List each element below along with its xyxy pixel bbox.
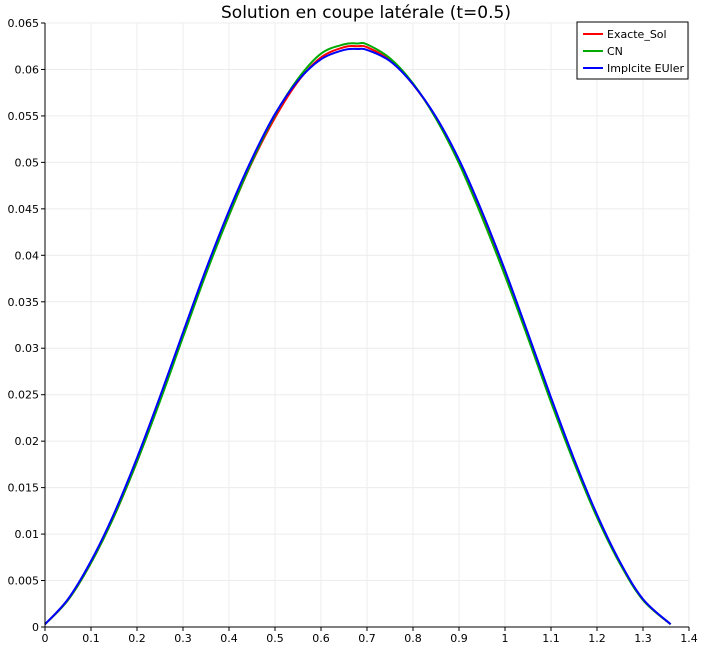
x-tick-label: 1.4 [680, 632, 698, 645]
series-layer [44, 41, 672, 625]
y-tick-label: 0.005 [8, 575, 40, 588]
y-tick-label: 0.055 [8, 110, 40, 123]
y-tick-label: 0.06 [15, 63, 40, 76]
y-tick-label: 0.03 [15, 342, 40, 355]
x-tick-label: 1.3 [634, 632, 652, 645]
x-tick-label: 1.1 [542, 632, 560, 645]
x-tick-label: 0.2 [128, 632, 146, 645]
x-tick-label: 0.9 [450, 632, 468, 645]
x-tick-label: 0.4 [220, 632, 238, 645]
series-line-implcite-euler [44, 47, 672, 625]
y-tick-label: 0.015 [8, 482, 40, 495]
legend-label-cn: CN [607, 45, 623, 58]
y-tick-label: 0.05 [15, 156, 40, 169]
legend-items: Exacte_Sol CN Implcite EUler [583, 28, 685, 75]
x-tick-label: 0.7 [358, 632, 376, 645]
x-tick-label: 1.2 [588, 632, 606, 645]
x-tick-label: 0.1 [82, 632, 100, 645]
x-tick-label: 0.5 [266, 632, 284, 645]
y-tick-label: 0.025 [8, 389, 40, 402]
y-tick-label: 0.02 [15, 435, 40, 448]
x-tick-label: 0.6 [312, 632, 330, 645]
y-tick-label: 0 [32, 621, 39, 634]
x-tick-label: 0 [42, 632, 49, 645]
legend-label-implcite-euler: Implcite EUler [607, 62, 685, 75]
y-tick-label: 0.035 [8, 296, 40, 309]
legend-label-exacte-sol: Exacte_Sol [607, 28, 667, 41]
x-tick-label: 0.3 [174, 632, 192, 645]
series-line-cn [44, 41, 672, 625]
legend: Exacte_Sol CN Implcite EUler [576, 21, 689, 80]
chart-title: Solution en coupe latérale (t=0.5) [221, 3, 511, 23]
y-tick-label: 0.045 [8, 203, 40, 216]
y-tick-label: 0.04 [15, 249, 40, 262]
axis-layer: 0 0.1 0.2 0.3 0.4 0.5 0.6 0.7 0.8 0.9 1 1.1 1.2 1.3 1.… [8, 17, 698, 645]
x-tick-label: 1 [502, 632, 509, 645]
x-tick-label: 0.8 [404, 632, 422, 645]
y-tick-label: 0.065 [8, 17, 40, 30]
y-tick-label: 0.01 [15, 528, 40, 541]
